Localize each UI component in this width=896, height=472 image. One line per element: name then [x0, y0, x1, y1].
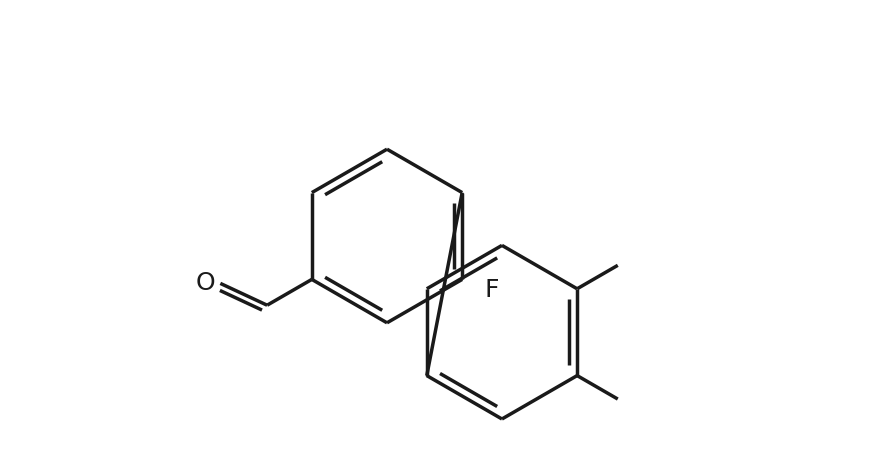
Text: F: F	[484, 278, 499, 302]
Text: O: O	[196, 271, 216, 295]
